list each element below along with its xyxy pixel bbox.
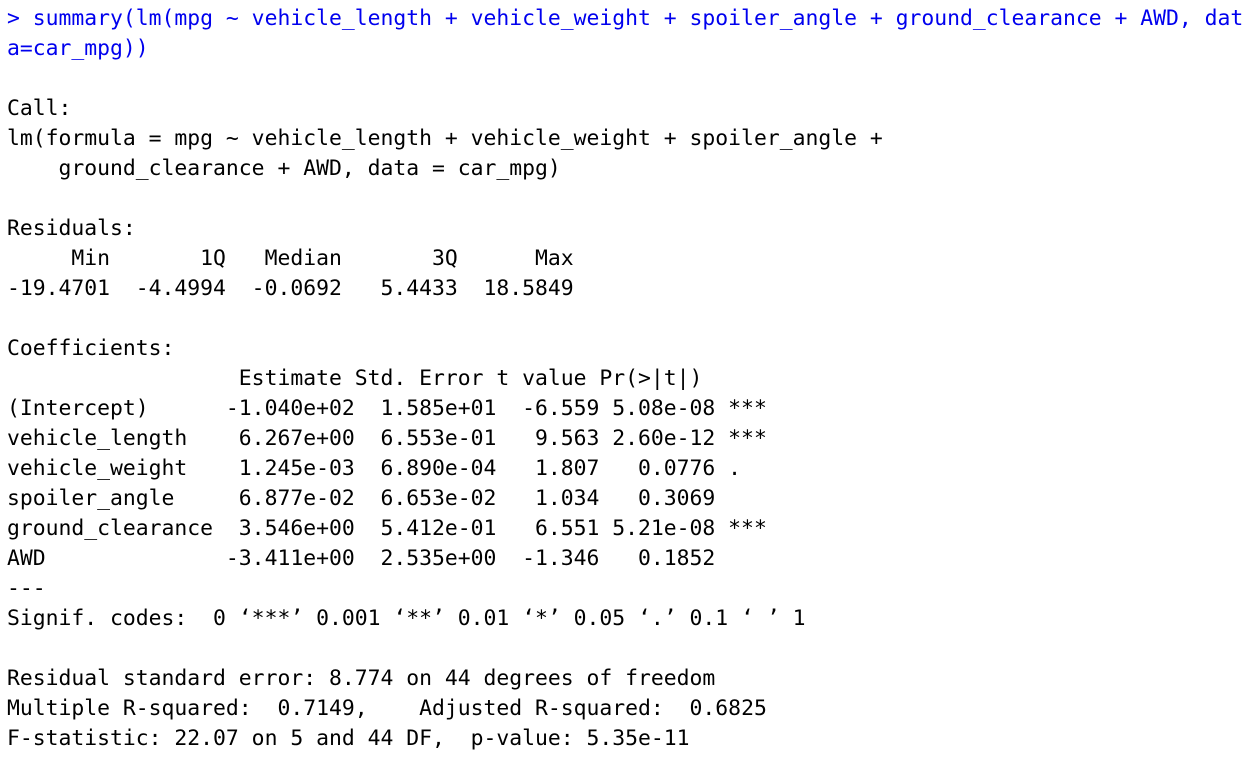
call-line-1: lm(formula = mpg ~ vehicle_length + vehi… — [7, 126, 896, 151]
signif-codes: Signif. codes: 0 ‘***’ 0.001 ‘**’ 0.01 ‘… — [7, 606, 806, 631]
coefficient-row-spoiler-angle: spoiler_angle 6.877e-02 6.653e-02 1.034 … — [7, 486, 767, 511]
coefficient-row-intercept: (Intercept) -1.040e+02 1.585e+01 -6.559 … — [7, 396, 767, 421]
call-header: Call: — [7, 96, 72, 121]
coefficients-columns: Estimate Std. Error t value Pr(>|t|) — [7, 366, 754, 391]
r-squared-line: Multiple R-squared: 0.7149, Adjusted R-s… — [7, 696, 780, 721]
coefficient-row-vehicle-length: vehicle_length 6.267e+00 6.553e-01 9.563… — [7, 426, 767, 451]
coefficient-row-vehicle-weight: vehicle_weight 1.245e-03 6.890e-04 1.807… — [7, 456, 767, 481]
residuals-values: -19.4701 -4.4994 -0.0692 5.4433 18.5849 — [7, 276, 587, 301]
f-statistic-line: F-statistic: 22.07 on 5 and 44 DF, p-val… — [7, 726, 690, 751]
blank-line — [7, 184, 1258, 214]
command-line-1[interactable]: > summary(lm(mpg ~ vehicle_length + vehi… — [7, 6, 1244, 31]
residuals-columns: Min 1Q Median 3Q Max — [7, 246, 587, 271]
coefficients-header: Coefficients: — [7, 336, 175, 361]
coefficient-row-ground-clearance: ground_clearance 3.546e+00 5.412e-01 6.5… — [7, 516, 767, 541]
blank-line — [7, 634, 1258, 664]
coefficients-separator: --- — [7, 576, 46, 601]
blank-line — [7, 304, 1258, 334]
call-line-2: ground_clearance + AWD, data = car_mpg) — [7, 156, 561, 181]
coefficient-row-awd: AWD -3.411e+00 2.535e+00 -1.346 0.1852 — [7, 546, 767, 571]
command-line-2[interactable]: a=car_mpg)) — [7, 36, 149, 61]
blank-line — [7, 64, 1258, 94]
residual-standard-error: Residual standard error: 8.774 on 44 deg… — [7, 666, 716, 691]
residuals-header: Residuals: — [7, 216, 136, 241]
